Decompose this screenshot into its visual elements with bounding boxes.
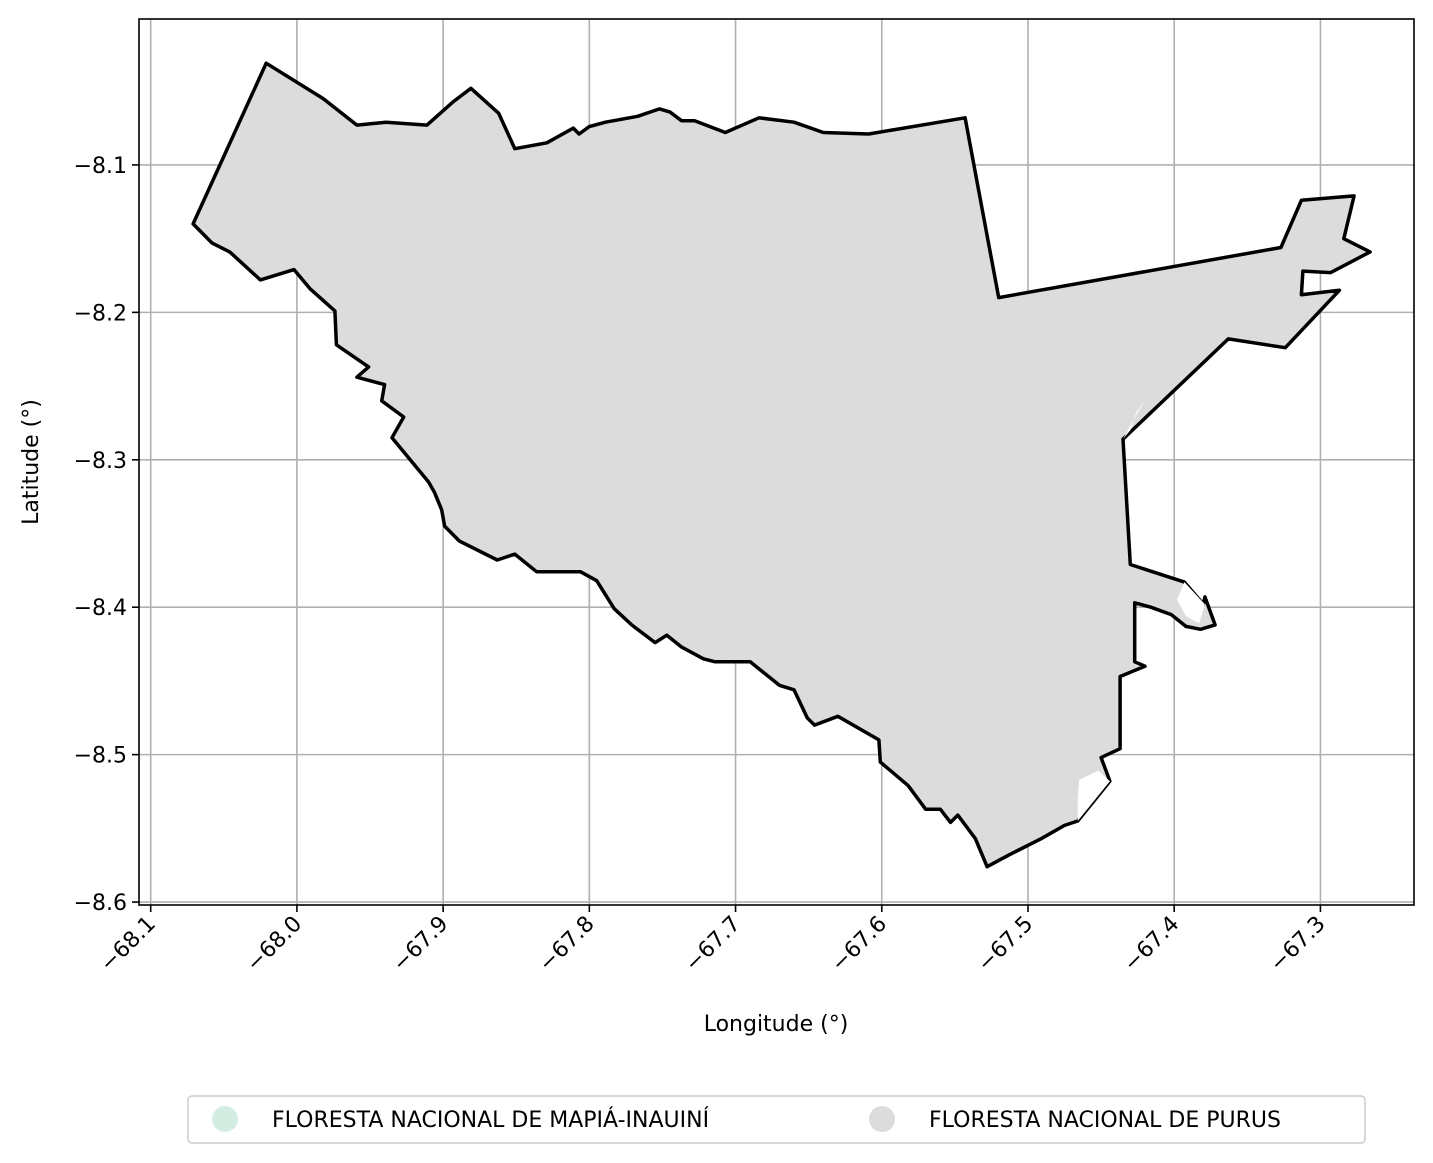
- legend-label-mapia-inauini: FLORESTA NACIONAL DE MAPIÁ-INAUINÍ: [272, 1107, 709, 1133]
- y-tick-label: −8.4: [74, 596, 127, 621]
- y-tick-label: −8.1: [74, 154, 127, 179]
- legend-marker-mapia-inauini: [212, 1106, 238, 1132]
- legend-label-purus: FLORESTA NACIONAL DE PURUS: [929, 1108, 1281, 1133]
- y-tick-label: −8.3: [74, 449, 127, 474]
- y-tick-label: −8.5: [74, 744, 127, 769]
- y-axis-label: Latitude (°): [19, 399, 44, 525]
- legend-marker-purus: [869, 1106, 895, 1132]
- y-tick-label: −8.2: [74, 301, 127, 326]
- x-axis-label: Longitude (°): [704, 1012, 849, 1037]
- y-tick-label: −8.6: [74, 891, 127, 916]
- legend: FLORESTA NACIONAL DE MAPIÁ-INAUINÍ FLORE…: [188, 1096, 1365, 1143]
